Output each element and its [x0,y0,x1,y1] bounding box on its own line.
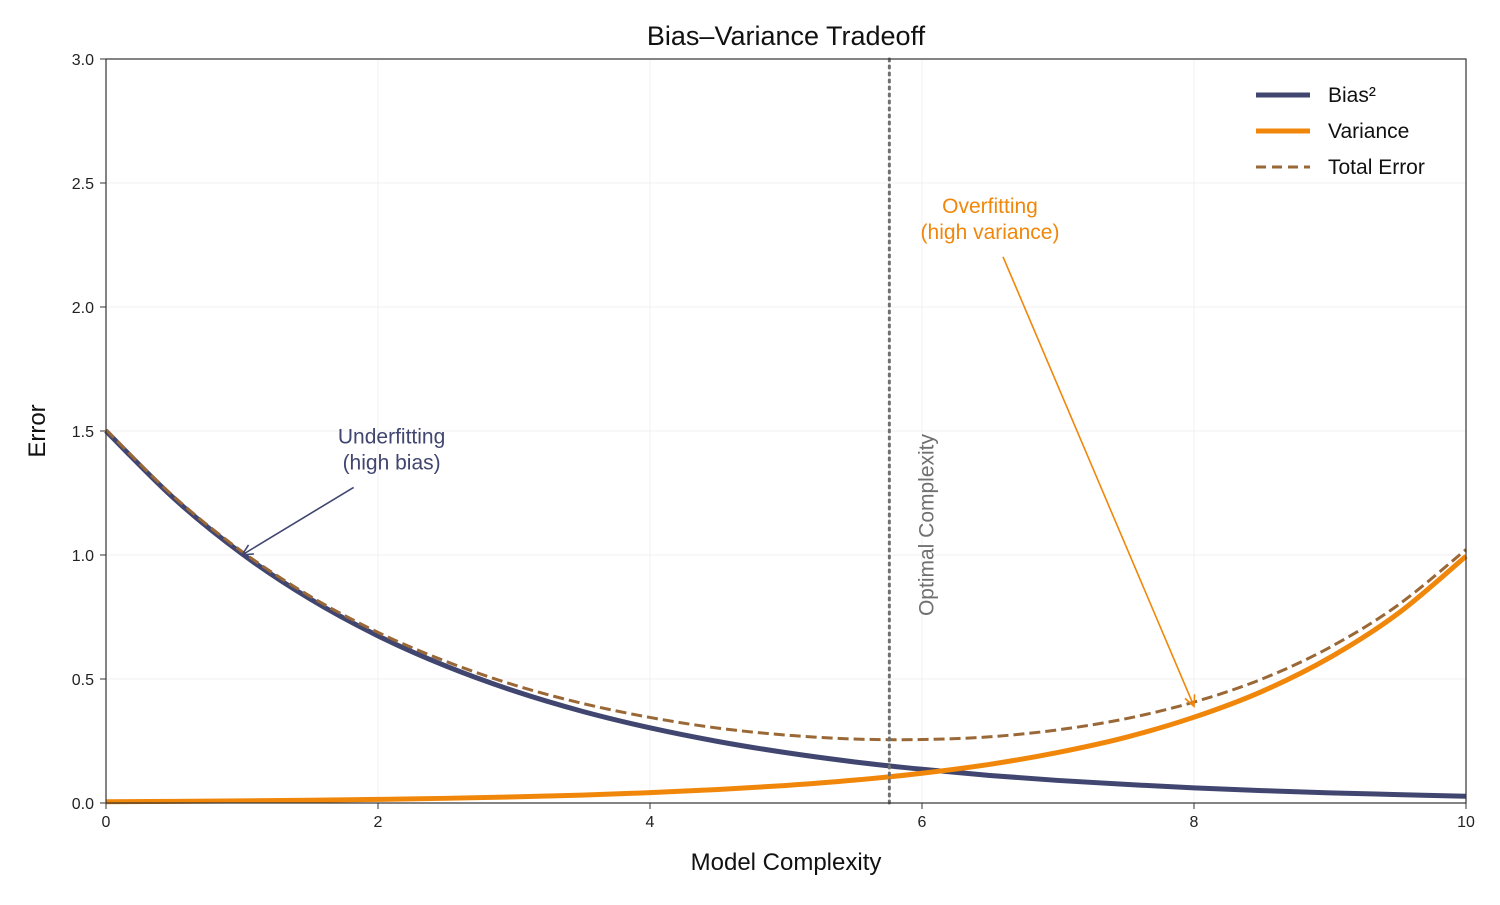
x-tick-label: 10 [1457,814,1475,831]
legend-label: Bias² [1328,84,1376,107]
y-axis-label: Error [24,404,51,457]
annotation-text: Underfitting [338,425,445,448]
optimal-complexity-label: Optimal Complexity [915,433,938,616]
arrow-head-icon [1184,694,1196,708]
y-tick-label: 0.0 [72,796,94,813]
annotations: Underfitting (high bias) Overfitting (high … [240,195,1196,708]
x-tick-label: 8 [1190,814,1199,831]
annotation-arrow [1002,256,1195,707]
legend-label: Variance [1328,120,1409,143]
annotation-text: (high bias) [343,451,441,474]
legend-item-bias-squared: Bias² [1256,84,1376,107]
y-tick-label: 0.5 [72,672,94,689]
x-tick-label: 2 [374,814,383,831]
x-tick-label: 6 [918,814,927,831]
y-tick-label: 1.0 [72,548,94,565]
annotation-text: (high variance) [921,221,1060,244]
arrow-head-icon [240,544,255,556]
annotation-text: Overfitting [942,195,1038,218]
legend-item-variance: Variance [1256,120,1409,143]
x-tick-label: 0 [102,814,111,831]
x-axis-label: Model Complexity [691,849,882,876]
legend-label: Total Error [1328,156,1425,179]
y-tick-label: 2.0 [72,300,94,317]
y-tick-label: 3.0 [72,52,94,69]
legend: Bias² Variance Total Error [1256,84,1425,179]
x-tick-label: 4 [646,814,655,831]
y-tick-label: 1.5 [72,424,94,441]
annotation-arrow [241,486,355,556]
variance-line [105,554,1468,805]
series-lines [104,428,1468,805]
y-tick-label: 2.5 [72,176,94,193]
axis-ticks: 0 2 4 6 8 10 0.0 0.5 1.0 1.5 2.0 2.5 3.0 [72,52,1475,831]
chart-title: Bias–Variance Tradeoff [647,21,926,51]
optimal-marker: Optimal Complexity [887,57,938,805]
legend-item-total-error: Total Error [1256,156,1425,179]
bias-squared-line [104,429,1467,799]
